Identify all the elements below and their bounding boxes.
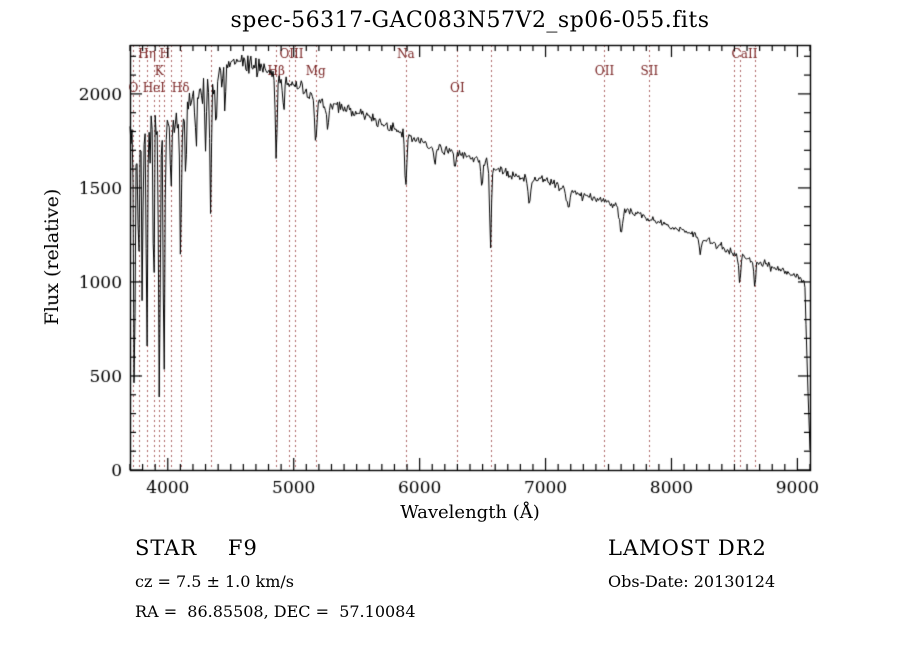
y-axis-title: Flux (relative) [41, 188, 63, 326]
object-classification-text: STAR F9 [135, 536, 258, 560]
x-axis-title: Wavelength (Å) [400, 502, 540, 523]
chart-title: spec-56317-GAC083N57V2_sp06-055.fits [230, 8, 710, 33]
survey-release-text: LAMOST DR2 [608, 536, 767, 560]
radial-velocity-text: cz = 7.5 ± 1.0 km/s [135, 572, 294, 591]
coordinates-text: RA = 86.85508, DEC = 57.10084 [135, 602, 416, 621]
observation-date-text: Obs-Date: 20130124 [608, 572, 776, 591]
